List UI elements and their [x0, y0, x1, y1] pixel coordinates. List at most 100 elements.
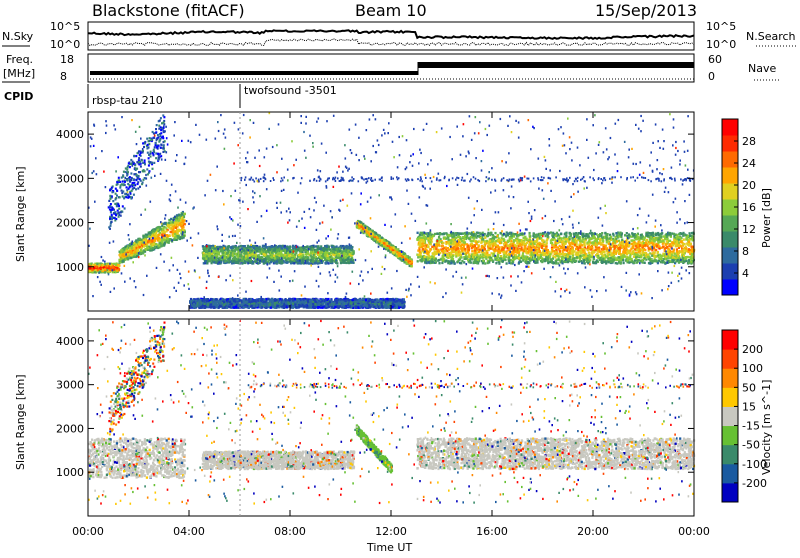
power-pixel — [569, 232, 571, 234]
power-pixel — [605, 262, 607, 264]
power-pixel — [348, 247, 350, 249]
power-pixel — [317, 248, 319, 250]
power-pixel — [233, 249, 235, 251]
power-pixel — [524, 245, 526, 247]
power-pixel — [238, 259, 240, 261]
power-pixel — [118, 265, 120, 267]
power-pixel — [585, 237, 587, 239]
power-pixel — [381, 244, 383, 246]
power-pixel — [280, 254, 282, 256]
power-pixel — [331, 260, 333, 262]
power-pixel — [396, 249, 398, 251]
power-pixel — [260, 256, 262, 258]
noise-sky-label: N.Sky — [2, 30, 34, 43]
power-pixel — [265, 261, 267, 263]
power-pixel — [143, 245, 145, 247]
power-pixel — [163, 227, 165, 229]
power-pixel — [286, 262, 288, 264]
power-pixel — [178, 218, 180, 220]
power-pixel — [321, 262, 323, 264]
power-pixel — [320, 252, 322, 254]
power-pixel — [224, 260, 226, 262]
power-pixel — [169, 227, 171, 229]
power-pixel — [315, 245, 317, 247]
power-pixel — [219, 246, 221, 248]
power-pixel — [179, 222, 181, 224]
power-pixel — [226, 252, 228, 254]
power-pixel — [172, 221, 174, 223]
power-pixel — [178, 214, 180, 216]
power-pixel — [288, 254, 290, 256]
power-pixel — [293, 262, 295, 264]
power-pixel — [307, 257, 309, 259]
power-pixel — [280, 245, 282, 247]
power-pixel — [368, 228, 370, 230]
power-pixel — [478, 251, 480, 253]
power-pixel — [624, 234, 626, 236]
power-pixel — [267, 248, 269, 250]
power-pixel — [175, 236, 177, 238]
power-pixel — [130, 256, 132, 258]
power-pixel — [360, 226, 362, 228]
power-pixel — [643, 248, 645, 250]
power-pixel — [151, 240, 153, 242]
power-pixel — [491, 252, 493, 254]
power-pixel — [175, 219, 177, 221]
power-pixel — [313, 254, 315, 256]
power-pixel — [287, 252, 289, 254]
power-pixel — [213, 261, 215, 263]
power-pixel — [351, 249, 353, 251]
power-pixel — [102, 269, 104, 271]
power-pixel — [276, 260, 278, 262]
power-pixel — [177, 235, 179, 237]
power-pixel — [100, 268, 102, 270]
power-pixel — [279, 259, 281, 261]
power-pixel — [386, 242, 388, 244]
power-pixel — [135, 245, 137, 247]
power-pixel — [130, 254, 132, 256]
power-pixel — [133, 247, 135, 249]
power-pixel — [131, 252, 133, 254]
power-pixel — [390, 248, 392, 250]
power-pixel — [562, 241, 564, 243]
power-pixel — [208, 250, 210, 252]
power-pixel — [241, 260, 243, 262]
power-pixel — [248, 254, 250, 256]
power-pixel — [427, 237, 429, 239]
power-pixel — [358, 226, 360, 228]
power-pixel — [206, 255, 208, 257]
power-pixel — [333, 248, 335, 250]
power-pixel — [390, 244, 392, 246]
noise-right-tick-top: 10^5 — [706, 20, 736, 33]
power-pixel — [387, 249, 389, 251]
power-pixel — [150, 248, 152, 250]
power-pixel — [529, 234, 531, 236]
power-pixel — [324, 259, 326, 261]
power-pixel — [164, 222, 166, 224]
power-pixel — [387, 247, 389, 249]
power-pixel — [482, 259, 484, 261]
power-pixel — [662, 243, 664, 245]
power-pixel — [591, 254, 593, 256]
power-pixel — [220, 261, 222, 263]
power-pixel — [675, 245, 677, 247]
power-pixel — [147, 247, 149, 249]
power-pixel — [328, 246, 330, 248]
power-pixel — [142, 251, 144, 253]
power-pixel — [253, 245, 255, 247]
power-pixel — [234, 246, 236, 248]
power-pixel — [615, 238, 617, 240]
power-pixel — [203, 252, 205, 254]
power-pixel — [325, 254, 327, 256]
power-pixel — [166, 234, 168, 236]
power-pixel — [144, 238, 146, 240]
power-pixel — [342, 261, 344, 263]
power-pixel — [674, 253, 676, 255]
power-pixel — [573, 233, 575, 235]
power-pixel — [172, 224, 174, 226]
power-pixel — [528, 262, 530, 264]
power-pixel — [168, 222, 170, 224]
power-pixel — [393, 251, 395, 253]
power-pixel — [435, 248, 437, 250]
power-pixel — [366, 231, 368, 233]
